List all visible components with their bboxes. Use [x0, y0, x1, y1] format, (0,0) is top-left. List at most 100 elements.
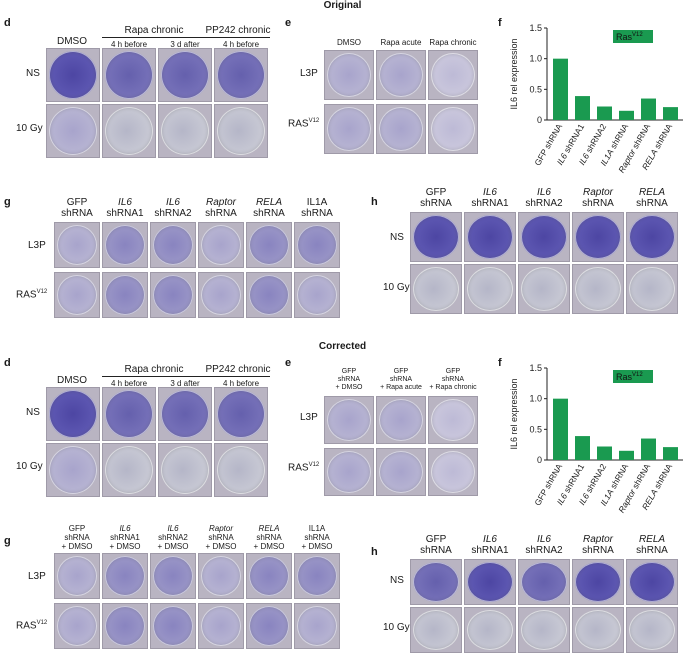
group-underline: [102, 376, 270, 377]
row-label-10gy: 10 Gy: [16, 123, 43, 134]
y-tick-label: 0: [537, 115, 542, 125]
bar: [641, 438, 656, 460]
well-image: [54, 603, 100, 649]
section-title-original: Original: [323, 0, 362, 11]
col-header-dmso: DMSO: [57, 36, 87, 47]
well-image: [376, 396, 426, 444]
well-image: [102, 443, 156, 497]
y-tick-label: 1.5: [529, 23, 542, 33]
y-tick-label: 0.5: [529, 84, 542, 94]
bar: [619, 450, 634, 460]
legend-label: RasV12: [616, 372, 643, 382]
sub-header-3d-after: 3 d after: [170, 379, 200, 388]
well-image: [214, 387, 268, 441]
y-tick-label: 1.0: [529, 394, 542, 404]
col-header: IL6 shRNA2 + DMSO: [157, 524, 189, 551]
panel-label-g: g: [4, 535, 11, 547]
group-header-rapa-chronic: Rapa chronic: [124, 364, 184, 375]
well-image: [246, 272, 292, 318]
col-header: Raptor shRNA: [582, 534, 614, 556]
well-image: [46, 443, 100, 497]
col-header: RELA shRNA + DMSO: [253, 524, 285, 551]
well-image: [46, 48, 100, 102]
bar: [597, 106, 612, 120]
well-image: [102, 104, 156, 158]
well-image: [246, 222, 292, 268]
col-header-gfp-rapa-chronic: GFP shRNA + Rapa chronic: [429, 368, 477, 391]
well-image: [324, 448, 374, 496]
well-image: [428, 50, 478, 100]
col-header: IL6 shRNA1: [471, 187, 509, 209]
well-image: [626, 212, 678, 262]
row-label-ns: NS: [390, 575, 404, 586]
row-label-rasv12: RASV12: [288, 118, 320, 130]
well-image: [376, 104, 426, 154]
row-label-ns: NS: [390, 232, 404, 243]
col-header-rapa-chronic: Rapa chronic: [429, 38, 477, 47]
panel-label-f: f: [498, 17, 502, 29]
well-image: [158, 104, 212, 158]
well-image: [150, 222, 196, 268]
row-label-l3p: L3P: [28, 240, 46, 251]
y-tick-label: 0.5: [529, 424, 542, 434]
well-image: [572, 607, 624, 653]
col-header: GFP shRNA: [61, 197, 93, 219]
panel-label-h: h: [371, 546, 378, 558]
well-image: [214, 104, 268, 158]
well-image: [246, 603, 292, 649]
well-image: [294, 603, 340, 649]
bar: [553, 398, 568, 460]
well-image: [102, 387, 156, 441]
group-header-rapa-chronic: Rapa chronic: [124, 25, 184, 36]
well-image: [626, 607, 678, 653]
well-image: [102, 603, 148, 649]
well-image: [54, 553, 100, 599]
well-image: [324, 104, 374, 154]
row-label-10gy: 10 Gy: [16, 461, 43, 472]
row-label-l3p: L3P: [300, 412, 318, 423]
group-underline: [102, 37, 270, 38]
well-image: [150, 603, 196, 649]
panel-label-g: g: [4, 196, 11, 208]
bar: [575, 436, 590, 460]
well-image: [376, 448, 426, 496]
well-image: [428, 104, 478, 154]
group-header-pp242-chronic: PP242 chronic: [205, 364, 271, 375]
col-header: IL6 shRNA2: [525, 187, 563, 209]
panel-label-d: d: [4, 17, 11, 29]
well-image: [246, 553, 292, 599]
well-image: [102, 553, 148, 599]
well-image: [214, 48, 268, 102]
col-header: IL1A shRNA + DMSO: [301, 524, 333, 551]
bar: [619, 110, 634, 120]
col-header-gfp-dmso: GFP shRNA + DMSO: [335, 368, 363, 391]
row-label-ns: NS: [26, 68, 40, 79]
well-image: [54, 222, 100, 268]
panel-label-f: f: [498, 357, 502, 369]
y-tick-label: 1.5: [529, 363, 542, 373]
legend-swatch: [613, 30, 653, 43]
col-header-dmso: DMSO: [57, 375, 87, 386]
well-image: [102, 48, 156, 102]
well-image: [572, 264, 624, 314]
well-image: [198, 222, 244, 268]
bar: [663, 447, 678, 460]
well-image: [294, 272, 340, 318]
col-header: RELA shRNA: [636, 187, 668, 209]
col-header: IL6 shRNA1: [471, 534, 509, 556]
sub-header-3d-after: 3 d after: [170, 40, 200, 49]
col-header: IL6 shRNA2: [154, 197, 192, 219]
well-image: [626, 264, 678, 314]
section-title-corrected: Corrected: [318, 341, 367, 352]
well-image: [428, 396, 478, 444]
well-image: [150, 272, 196, 318]
well-image: [410, 212, 462, 262]
well-image: [572, 212, 624, 262]
bar: [663, 107, 678, 120]
well-image: [518, 212, 570, 262]
well-image: [410, 607, 462, 653]
well-image: [46, 387, 100, 441]
col-header: IL6 shRNA1: [106, 197, 144, 219]
row-label-rasv12: RASV12: [16, 289, 48, 301]
well-image: [158, 387, 212, 441]
